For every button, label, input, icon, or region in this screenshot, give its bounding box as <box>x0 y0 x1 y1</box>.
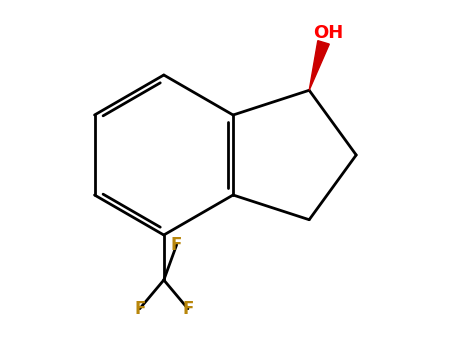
Text: F: F <box>134 300 146 318</box>
Polygon shape <box>309 41 329 90</box>
Text: OH: OH <box>313 24 343 42</box>
Text: F: F <box>171 236 182 254</box>
Text: F: F <box>182 300 194 318</box>
